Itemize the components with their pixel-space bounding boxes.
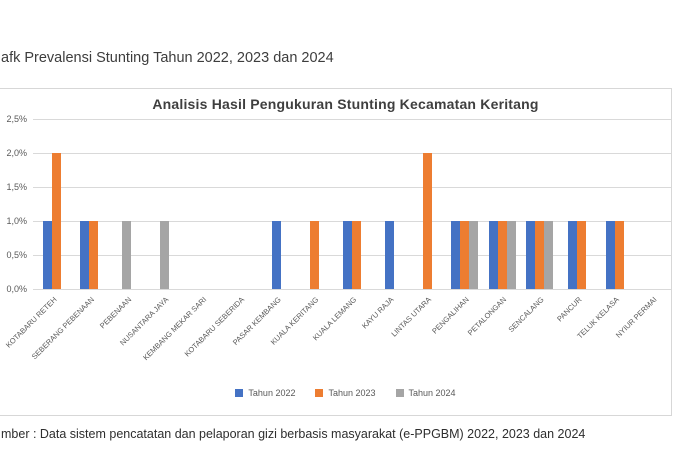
- bar-tahun-2023: [497, 221, 507, 289]
- y-axis-tick-label: 1,0%: [6, 216, 27, 226]
- bar-group: PANCUR: [555, 119, 596, 323]
- legend-item: Tahun 2022: [235, 388, 295, 398]
- legend-item: Tahun 2023: [315, 388, 376, 398]
- bar-tahun-2023: [460, 221, 470, 289]
- gridline: [33, 153, 671, 154]
- bar-tahun-2023: [535, 221, 545, 289]
- bar-group: PENGALIHAN: [430, 119, 484, 336]
- x-axis-category-label: PENGALIHAN: [430, 295, 471, 336]
- legend-swatch-icon: [395, 389, 404, 397]
- bar-tahun-2022: [605, 221, 615, 289]
- bar-tahun-2022: [526, 221, 536, 289]
- bar-tahun-2022: [451, 221, 461, 289]
- bar-tahun-2022: [272, 221, 282, 289]
- chart-legend: Tahun 2022 Tahun 2023 Tahun 2024: [20, 388, 671, 398]
- bar-group: PETALONGAN: [466, 119, 521, 337]
- bar-group: KOTABARU RETEH: [4, 119, 71, 350]
- legend-label: Tahun 2024: [408, 388, 456, 398]
- bar-group: KOTABARU SEBERIDA: [182, 119, 259, 358]
- bar-tahun-2023: [89, 221, 99, 289]
- x-axis-category-label: KEMBANG MEKAR SARI: [141, 295, 209, 363]
- bar-tahun-2022: [343, 221, 353, 289]
- legend-item: Tahun 2024: [395, 388, 456, 398]
- bar-tahun-2023: [577, 221, 587, 289]
- bar-group: NUSANTARA JAYA: [118, 119, 184, 347]
- bar-group: KUALA KERITANG: [269, 119, 334, 347]
- bar-tahun-2024: [159, 221, 169, 289]
- x-axis-category-label: PETALONGAN: [466, 295, 509, 338]
- y-axis-tick-label: 2,0%: [6, 148, 27, 158]
- chart-title: Analisis Hasil Pengukuran Stunting Kecam…: [152, 96, 539, 112]
- bar-tahun-2022: [568, 221, 578, 289]
- bar-tahun-2022: [42, 221, 52, 289]
- bar-group: NYIUR PERMAI: [614, 119, 672, 340]
- bar-tahun-2022: [80, 221, 90, 289]
- gridline: [33, 119, 671, 120]
- plot-area: 0,0% 0,5% 1,0% 1,5% 2,0% 2,5% KOTABARU RETEH SE…: [4, 114, 672, 362]
- stunting-bar-chart: Analisis Hasil Pengukuran Stunting Kecam…: [0, 88, 672, 416]
- bar-group: LINTAS UTARA: [390, 119, 446, 339]
- bar-tahun-2023: [352, 221, 362, 289]
- x-axis-category-label: SENCALANG: [506, 295, 547, 335]
- x-axis-category-label: PANCUR: [555, 295, 584, 324]
- x-axis-category-label: LINTAS UTARA: [389, 295, 434, 339]
- x-axis-category-label: PEBENAAN: [97, 295, 134, 331]
- legend-label: Tahun 2022: [248, 388, 296, 398]
- bar-tahun-2023: [614, 221, 624, 289]
- bar-tahun-2023: [51, 153, 61, 289]
- bar-group: PEBENAAN: [98, 119, 146, 330]
- x-axis-category-label: SEBERANG PEBENAAN: [29, 295, 96, 362]
- bar-tahun-2024: [469, 221, 479, 289]
- bar-group: PASAR KEMBANG: [231, 119, 296, 347]
- bar-group: KAYU RAJA: [360, 119, 409, 330]
- bar-tahun-2023: [422, 153, 432, 289]
- y-axis-tick-label: 0,5%: [6, 250, 27, 260]
- bar-tahun-2022: [488, 221, 498, 289]
- bar-tahun-2024: [544, 221, 554, 289]
- y-axis-tick-label: 0,0%: [6, 284, 27, 294]
- bar-tahun-2022: [385, 221, 395, 289]
- bar-tahun-2024: [122, 221, 132, 289]
- x-axis-category-label: NYIUR PERMAI: [613, 295, 659, 340]
- bar-group: KUALA LEMANG: [311, 119, 371, 342]
- bar-group: KEMBANG MEKAR SARI: [141, 119, 221, 362]
- bar-group: TELUK KELASA: [576, 119, 634, 341]
- bar-groups: KOTABARU RETEH SEBERANG PEBENAAN PEBENAAN N…: [4, 119, 672, 362]
- page-heading: afk Prevalensi Stunting Tahun 2022, 2023…: [1, 50, 334, 66]
- bar-tahun-2024: [506, 221, 516, 289]
- legend-swatch-icon: [235, 389, 244, 397]
- legend-label: Tahun 2023: [328, 388, 376, 398]
- x-axis-category-label: KAYU RAJA: [360, 295, 396, 331]
- source-note: mber : Data sistem pencatatan dan pelapo…: [1, 427, 586, 441]
- y-axis-tick-label: 1,5%: [6, 182, 27, 192]
- bar-tahun-2023: [309, 221, 319, 289]
- bar-group: SEBERANG PEBENAAN: [29, 119, 109, 361]
- gridline: [33, 187, 671, 188]
- y-axis-tick-label: 2,5%: [6, 114, 27, 124]
- bar-group: SENCALANG: [507, 119, 559, 334]
- legend-swatch-icon: [315, 389, 324, 397]
- gridline: [33, 289, 671, 290]
